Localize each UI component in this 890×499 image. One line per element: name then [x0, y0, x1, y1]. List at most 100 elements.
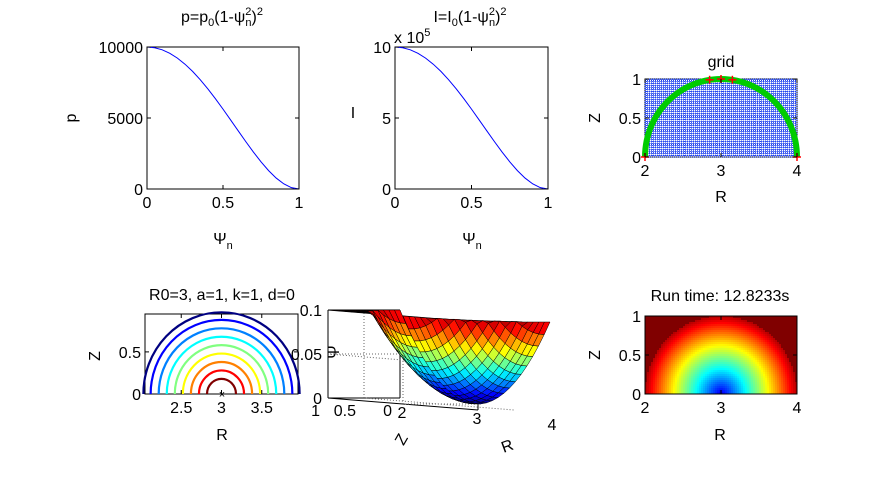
heatmap-cell — [753, 320, 756, 323]
heatmap-cell — [675, 368, 678, 371]
heatmap-cell — [749, 362, 752, 365]
heatmap-cell — [725, 382, 728, 385]
heatmap-cell — [701, 336, 704, 339]
heatmap-cell — [763, 366, 766, 369]
heatmap-cell — [653, 390, 656, 393]
heatmap-cell — [755, 340, 758, 343]
heatmap-cell — [757, 336, 760, 339]
heatmap-cell — [771, 360, 774, 363]
heatmap-cell — [651, 358, 654, 361]
heatmap-cell — [789, 358, 792, 361]
heatmap-cell — [703, 354, 706, 357]
heatmap-cell — [761, 326, 764, 329]
heatmap-cell — [741, 342, 744, 345]
heatmap-cell — [697, 322, 700, 325]
heatmap-cell — [711, 376, 714, 379]
heatmap-cell — [787, 392, 790, 395]
heatmap-cell — [777, 366, 780, 369]
heatmap-cell — [695, 326, 698, 329]
heatmap-cell — [737, 358, 740, 361]
heatmap-cell — [693, 360, 696, 363]
heatmap-cell — [715, 390, 718, 393]
heatmap-cell — [675, 326, 678, 329]
heatmap-cell — [735, 370, 738, 373]
heatmap-cell — [725, 334, 728, 337]
heatmap-cell — [787, 376, 790, 379]
heatmap-cell — [775, 380, 778, 383]
heatmap-cell — [673, 380, 676, 383]
heatmap-cell — [753, 388, 756, 391]
heatmap-cell — [795, 356, 798, 359]
heatmap-cell — [745, 324, 748, 327]
heatmap-cell — [731, 386, 734, 389]
heatmap-cell — [665, 368, 668, 371]
heatmap-cell — [783, 388, 786, 391]
heatmap-cell — [667, 384, 670, 387]
heatmap-cell — [759, 358, 762, 361]
heatmap-cell — [745, 340, 748, 343]
heatmap-cell — [673, 320, 676, 323]
heatmap-cell — [667, 380, 670, 383]
heatmap-cell — [767, 392, 770, 395]
heatmap-cell — [747, 384, 750, 387]
heatmap-cell — [775, 366, 778, 369]
heatmap-cell — [775, 354, 778, 357]
heatmap-cell — [783, 316, 786, 319]
heatmap-cell — [647, 348, 650, 351]
heatmap-cell — [763, 326, 766, 329]
heatmap-cell — [707, 380, 710, 383]
heatmap-cell — [699, 378, 702, 381]
heatmap-cell — [699, 360, 702, 363]
heatmap-cell — [673, 386, 676, 389]
heatmap-cell — [665, 346, 668, 349]
heatmap-cell — [773, 334, 776, 337]
heatmap-cell — [721, 370, 724, 373]
heatmap-cell — [773, 358, 776, 361]
heatmap-cell — [667, 328, 670, 331]
heatmap-cell — [783, 366, 786, 369]
heatmap-cell — [661, 370, 664, 373]
heatmap-cell — [655, 360, 658, 363]
heatmap-cell — [729, 336, 732, 339]
heatmap-cell — [737, 340, 740, 343]
heatmap-cell — [767, 384, 770, 387]
heatmap-cell — [731, 322, 734, 325]
heatmap-cell — [695, 374, 698, 377]
heatmap-cell — [689, 340, 692, 343]
heatmap-cell — [677, 316, 680, 319]
heatmap-cell — [647, 368, 650, 371]
heatmap-cell — [663, 334, 666, 337]
grid-mesh-points — [644, 78, 798, 158]
heatmap-cell — [745, 380, 748, 383]
heatmap-cell — [755, 348, 758, 351]
heatmap-cell — [777, 340, 780, 343]
heatmap-cell — [787, 362, 790, 365]
heatmap-cell — [697, 340, 700, 343]
heatmap-cell — [703, 352, 706, 355]
heatmap-cell — [659, 384, 662, 387]
heatmap-cell — [711, 356, 714, 359]
contour-xlabel: R — [216, 427, 228, 444]
heatmap-cell — [729, 326, 732, 329]
heatmap-cell — [677, 366, 680, 369]
heatmap-cell — [699, 368, 702, 371]
heatmap-cell — [729, 372, 732, 375]
heatmap-cell — [781, 366, 784, 369]
heatmap-cell — [765, 324, 768, 327]
heatmap-cell — [745, 372, 748, 375]
heatmap-cell — [759, 372, 762, 375]
heatmap-cell — [715, 386, 718, 389]
heatmap-cell — [755, 362, 758, 365]
heatmap-cell — [735, 392, 738, 395]
heatmap-cell — [787, 334, 790, 337]
heatmap-cell — [657, 320, 660, 323]
heatmap-cell — [781, 388, 784, 391]
heatmap-cell — [651, 326, 654, 329]
heatmap-cell — [717, 390, 720, 393]
heatmap-cell — [651, 340, 654, 343]
heatmap-cell — [725, 362, 728, 365]
heatmap-cell — [733, 318, 736, 321]
heatmap-cell — [687, 344, 690, 347]
heatmap-cell — [689, 322, 692, 325]
heatmap-cell — [665, 360, 668, 363]
